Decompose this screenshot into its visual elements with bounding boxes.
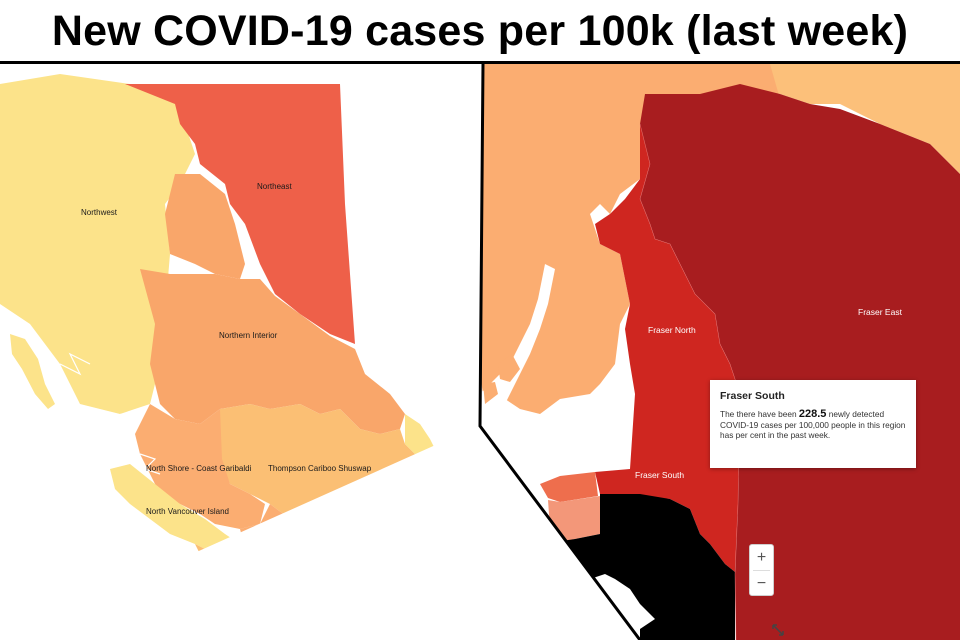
tooltip-title: Fraser South bbox=[720, 390, 785, 402]
region-fraser-east[interactable] bbox=[280, 534, 340, 582]
label-northeast: Northeast bbox=[257, 182, 292, 191]
tooltip-text-before: The there have been bbox=[720, 409, 799, 419]
label-north-vancouver-island: North Vancouver Island bbox=[146, 507, 229, 516]
label-northwest: Northwest bbox=[81, 208, 118, 217]
island-light[interactable] bbox=[498, 354, 520, 382]
region-kootenay-boundary[interactable] bbox=[370, 499, 430, 579]
region-fraser-east[interactable] bbox=[640, 84, 960, 640]
label-fraser-south: Fraser South bbox=[635, 470, 684, 480]
region-north-interior-strip[interactable] bbox=[165, 174, 245, 279]
label-kootenay-boundary: Kootenay Boundary bbox=[394, 534, 464, 543]
page-title: New COVID-19 cases per 100k (last week) bbox=[51, 7, 909, 55]
label-fraser-east-zoom: Fraser East bbox=[858, 307, 903, 317]
label-fraser-north: Fraser North bbox=[648, 325, 696, 335]
region-fraser-north[interactable] bbox=[595, 124, 740, 572]
label-south-vancouver-island: South Vancouver Island bbox=[210, 600, 294, 609]
panel-divider bbox=[478, 64, 642, 640]
label-fraser-east: Fraser East bbox=[292, 553, 337, 563]
tooltip-body: The there have been 228.5 newly detected… bbox=[720, 409, 906, 441]
region-northwest[interactable] bbox=[0, 74, 195, 414]
region-vancouver[interactable] bbox=[540, 472, 598, 502]
title-divider bbox=[0, 61, 960, 64]
region-northeast[interactable] bbox=[125, 84, 355, 344]
label-northern-interior: Northern Interior bbox=[219, 331, 278, 340]
zoom-divider bbox=[753, 570, 770, 571]
zoom-out-button[interactable]: − bbox=[756, 575, 767, 592]
label-east-kootenay: East Kootenay bbox=[447, 503, 480, 512]
label-vancouver: Vancouver bbox=[551, 421, 591, 431]
region-richmond[interactable] bbox=[548, 496, 600, 542]
inlet-water bbox=[480, 264, 555, 444]
island-light-2[interactable] bbox=[483, 382, 498, 404]
region-central-vancouver-island[interactable] bbox=[195, 544, 275, 586]
zoomed-map: Fraser North Fraser East Vancouver Richm… bbox=[478, 64, 960, 640]
region-fraser-south[interactable] bbox=[280, 570, 296, 584]
region-northern-interior[interactable] bbox=[140, 269, 405, 434]
region-fraser-south[interactable] bbox=[555, 494, 735, 640]
region-north-light[interactable] bbox=[480, 64, 960, 174]
label-richmond: Richmond bbox=[554, 452, 593, 462]
region-south-vancouver-island[interactable] bbox=[225, 579, 275, 609]
label-thompson-cariboo-shuswap: Thompson Cariboo Shuswap bbox=[268, 464, 372, 473]
tooltip-value: 228.5 bbox=[798, 408, 827, 420]
zoom-control: + − bbox=[749, 544, 774, 596]
region-west-orange[interactable] bbox=[480, 64, 780, 414]
label-north-shore-coast-garibaldi: North Shore - Coast Garibaldi bbox=[146, 464, 252, 473]
region-north-vancouver-island[interactable] bbox=[110, 464, 240, 554]
zoom-in-button[interactable]: + bbox=[756, 549, 767, 566]
expand-icon[interactable] bbox=[772, 624, 784, 636]
region-okanagan[interactable] bbox=[330, 514, 380, 579]
tooltip-text-after: newly detected COVID-19 cases per 100,00… bbox=[720, 409, 906, 440]
region-tooltip: Fraser South The there have been 228.5 n… bbox=[710, 380, 916, 468]
label-central-vancouver-island: Central Vancouver Island bbox=[177, 575, 266, 584]
region-haida-gwaii[interactable] bbox=[10, 334, 55, 409]
province-map: Northwest Northeast Northern Interior No… bbox=[0, 64, 480, 640]
